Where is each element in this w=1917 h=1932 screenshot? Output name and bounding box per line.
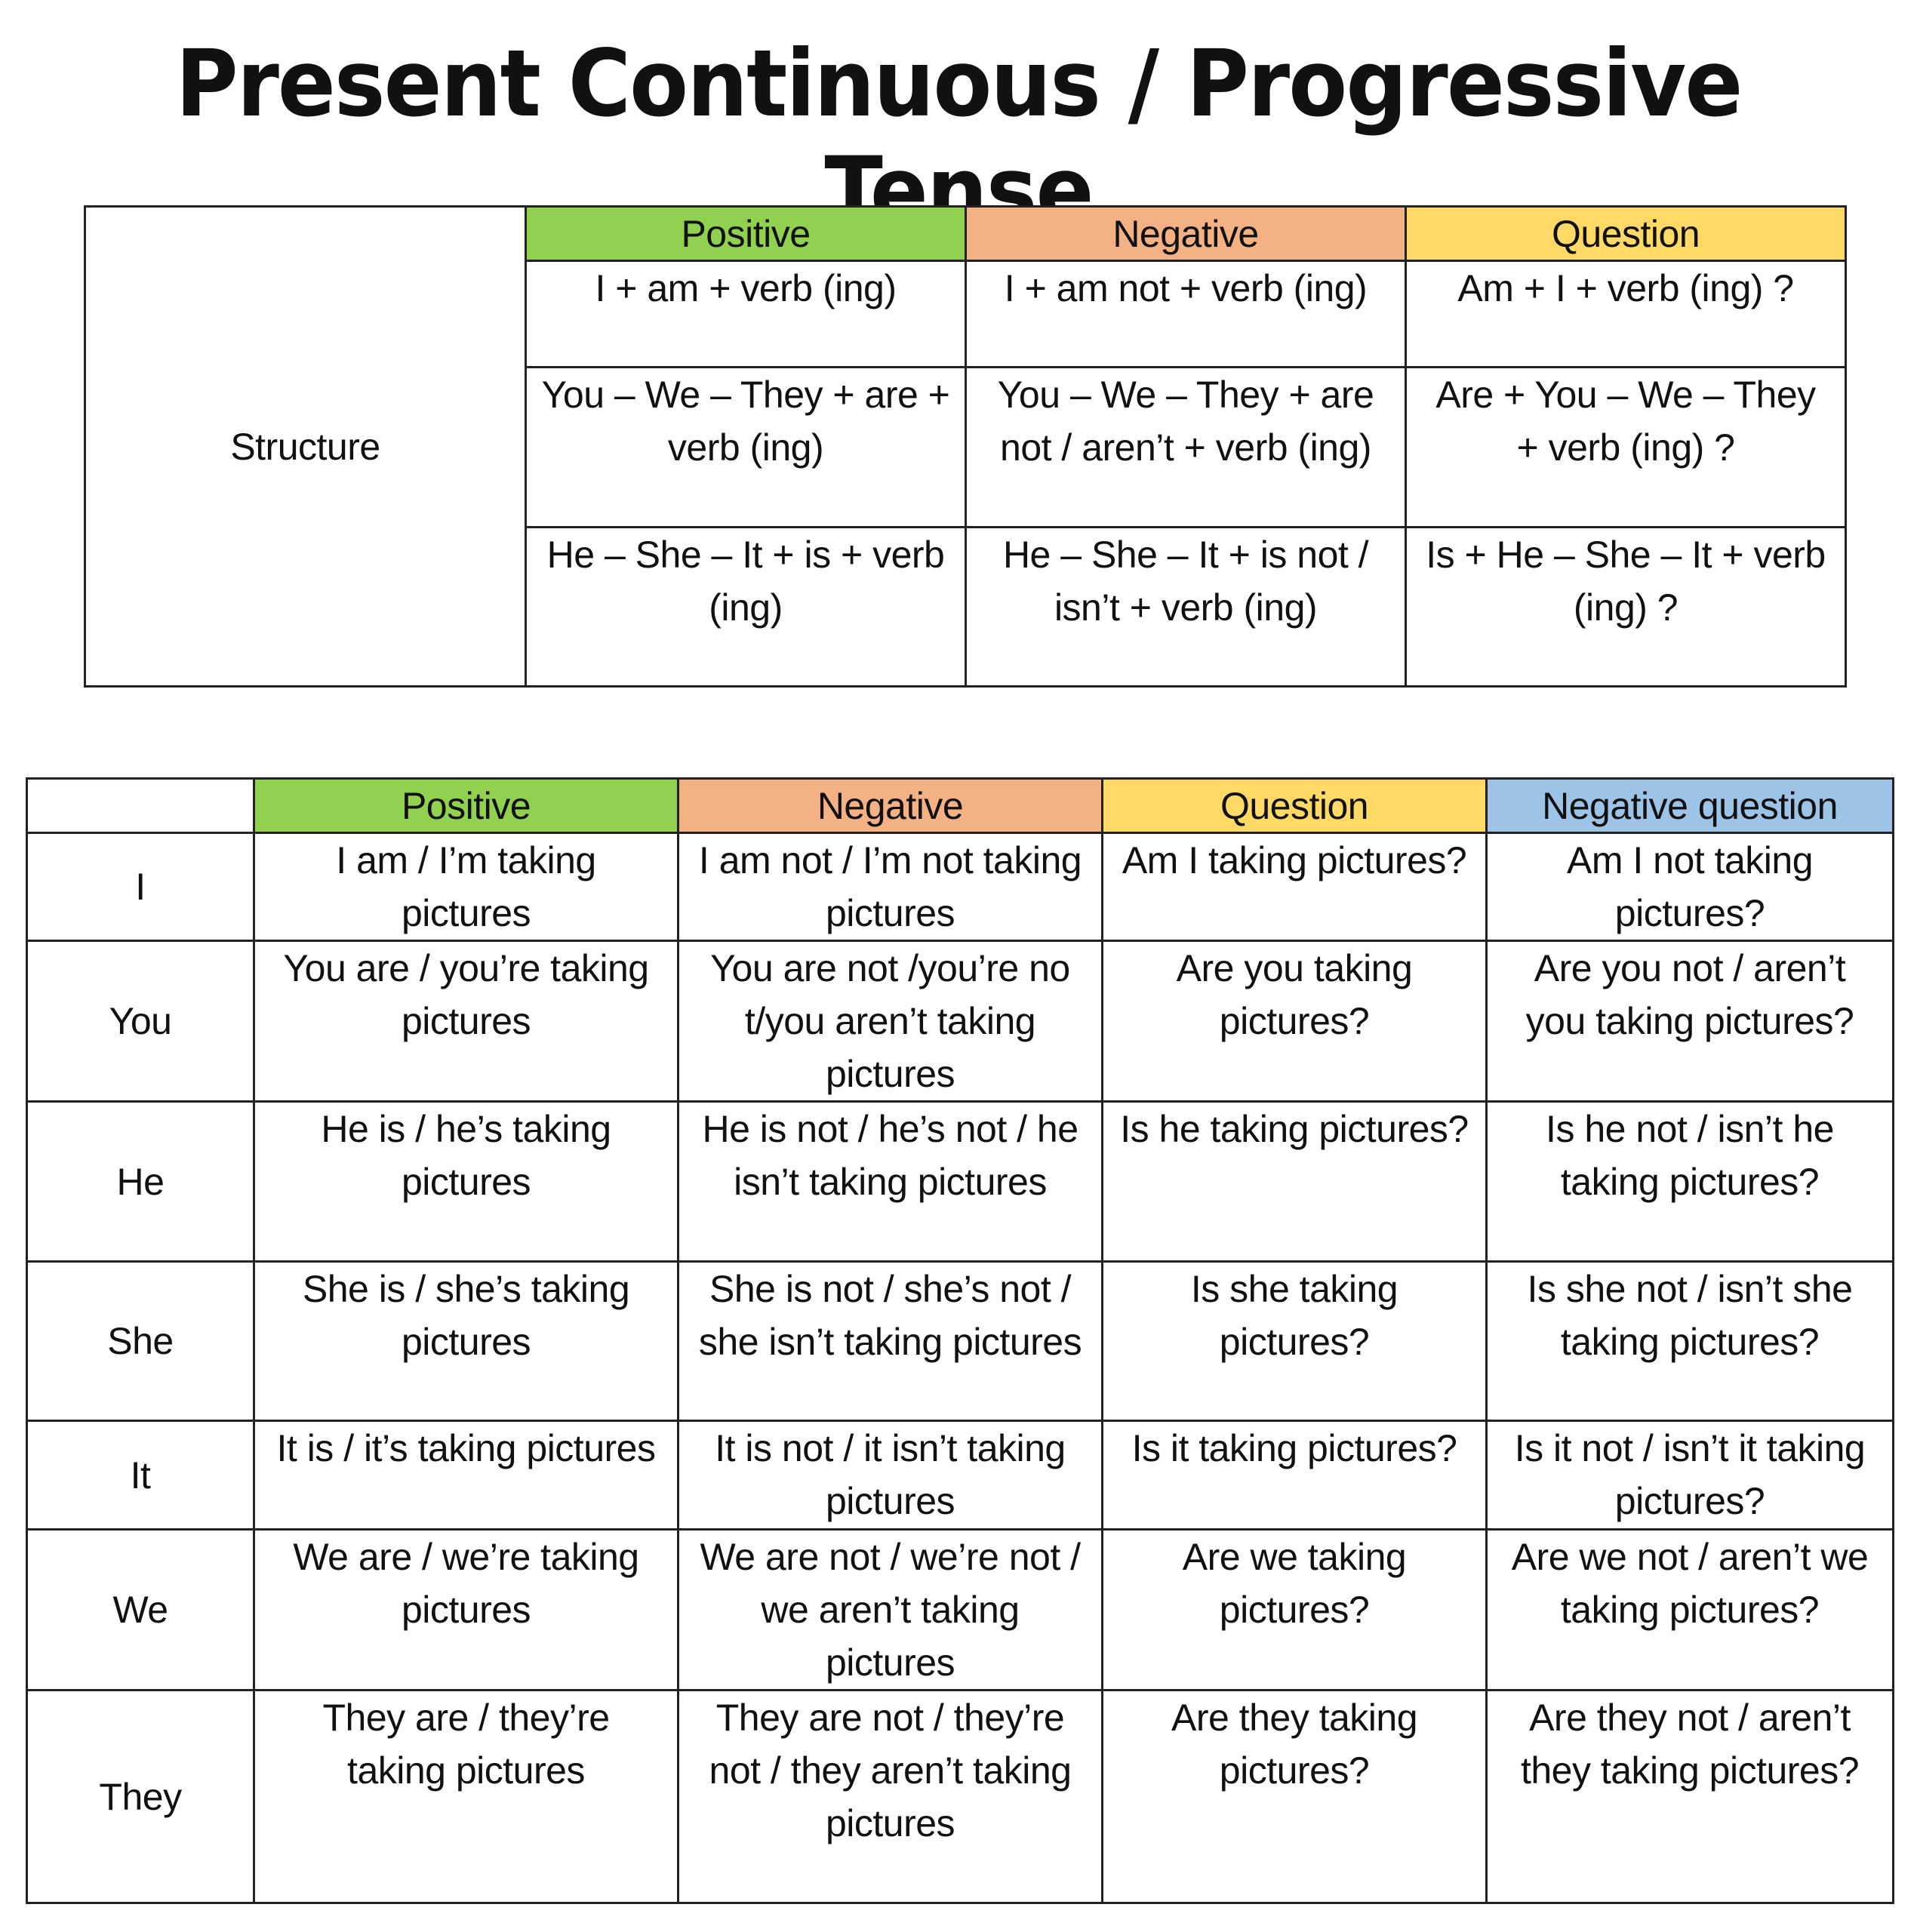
cell-pronoun: They [26,1689,255,1904]
structure-table: Structure Positive Negative Question I +… [84,205,1847,688]
structure-cell: I + am + verb (ing) [525,260,967,368]
cell-question: Is it taking pictures? [1101,1420,1488,1531]
structure-cell: You – We – They + are not / aren’t + ver… [965,366,1407,528]
cell-negative: They are not / they’re not / they aren’t… [677,1689,1103,1904]
header-positive: Positive [253,777,679,834]
structure-row: You – We – They + are + verb (ing) You –… [85,366,1847,528]
structure-cell: He – She – It + is not / isn’t + verb (i… [965,526,1407,688]
cell-negative: You are not /you’re no t/you aren’t taki… [677,940,1103,1103]
cell-pronoun: We [26,1528,255,1691]
cell-negative: He is not / he’s not / he isn’t taking p… [677,1100,1103,1263]
structure-row: He – She – It + is + verb (ing) He – She… [85,526,1847,688]
cell-positive: You are / you’re taking pictures [253,940,679,1103]
cell-negative-question: Am I not taking pictures? [1485,832,1894,942]
table-row: You You are / you’re taking pictures You a… [26,940,1894,1103]
examples-table: Positive Negative Question Negative ques… [26,777,1894,1904]
cell-positive: We are / we’re taking pictures [253,1528,679,1691]
cell-negative-question: Are they not / aren’t they taking pictur… [1485,1689,1894,1904]
structure-cell: I + am not + verb (ing) [965,260,1407,368]
table-row: They They are / they’re taking pictures Th… [26,1689,1894,1904]
cell-negative-question: Are we not / aren’t we taking pictures? [1485,1528,1894,1691]
examples-header-row: Positive Negative Question Negative ques… [26,777,1894,834]
structure-cell: He – She – It + is + verb (ing) [525,526,967,688]
structure-header-row: Structure Positive Negative Question [84,205,1847,688]
cell-question: Are they taking pictures? [1101,1689,1488,1904]
cell-positive: It is / it’s taking pictures [253,1420,679,1531]
cell-pronoun: I [26,832,255,942]
cell-question: Is he taking pictures? [1101,1100,1488,1263]
table-row: We We are / we’re taking pictures We are n… [26,1528,1894,1691]
header-question: Question [1405,205,1847,262]
table-row: It It is / it’s taking pictures It is not … [26,1420,1894,1531]
structure-cell: Is + He – She – It + verb (ing) ? [1405,526,1847,688]
structure-cell: You – We – They + are + verb (ing) [525,366,967,528]
cell-question: Am I taking pictures? [1101,832,1488,942]
cell-negative-question: Are you not / aren’t you taking pictures… [1485,940,1894,1103]
header-negative: Negative [677,777,1103,834]
header-empty [26,777,255,834]
cell-positive: I am / I’m taking pictures [253,832,679,942]
header-question: Question [1101,777,1488,834]
structure-label: Structure [84,205,527,688]
cell-negative: We are not / we’re not / we aren’t takin… [677,1528,1103,1691]
cell-negative: She is not / she’s not / she isn’t takin… [677,1260,1103,1422]
cell-positive: He is / he’s taking pictures [253,1100,679,1263]
cell-question: Are we taking pictures? [1101,1528,1488,1691]
cell-question: Are you taking pictures? [1101,940,1488,1103]
structure-row: I + am + verb (ing) I + am not + verb (i… [85,260,1847,368]
cell-pronoun: She [26,1260,255,1422]
cell-pronoun: You [26,940,255,1103]
cell-negative: I am not / I’m not taking pictures [677,832,1103,942]
cell-negative-question: Is it not / isn’t it taking pictures? [1485,1420,1894,1531]
cell-pronoun: He [26,1100,255,1263]
cell-negative-question: Is he not / isn’t he taking pictures? [1485,1100,1894,1263]
cell-question: Is she taking pictures? [1101,1260,1488,1422]
table-row: She She is / she’s taking pictures She is … [26,1260,1894,1422]
header-positive: Positive [525,205,967,262]
cell-positive: They are / they’re taking pictures [253,1689,679,1904]
cell-negative-question: Is she not / isn’t she taking pictures? [1485,1260,1894,1422]
cell-pronoun: It [26,1420,255,1531]
structure-cell: Am + I + verb (ing) ? [1405,260,1847,368]
structure-cell: Are + You – We – They + verb (ing) ? [1405,366,1847,528]
page-title: Present Continuous / Progressive Tense [175,30,1743,245]
cell-positive: She is / she’s taking pictures [253,1260,679,1422]
table-row: He He is / he’s taking pictures He is not … [26,1100,1894,1263]
cell-negative: It is not / it isn’t taking pictures [677,1420,1103,1531]
header-negative-question: Negative question [1485,777,1894,834]
header-negative: Negative [965,205,1407,262]
